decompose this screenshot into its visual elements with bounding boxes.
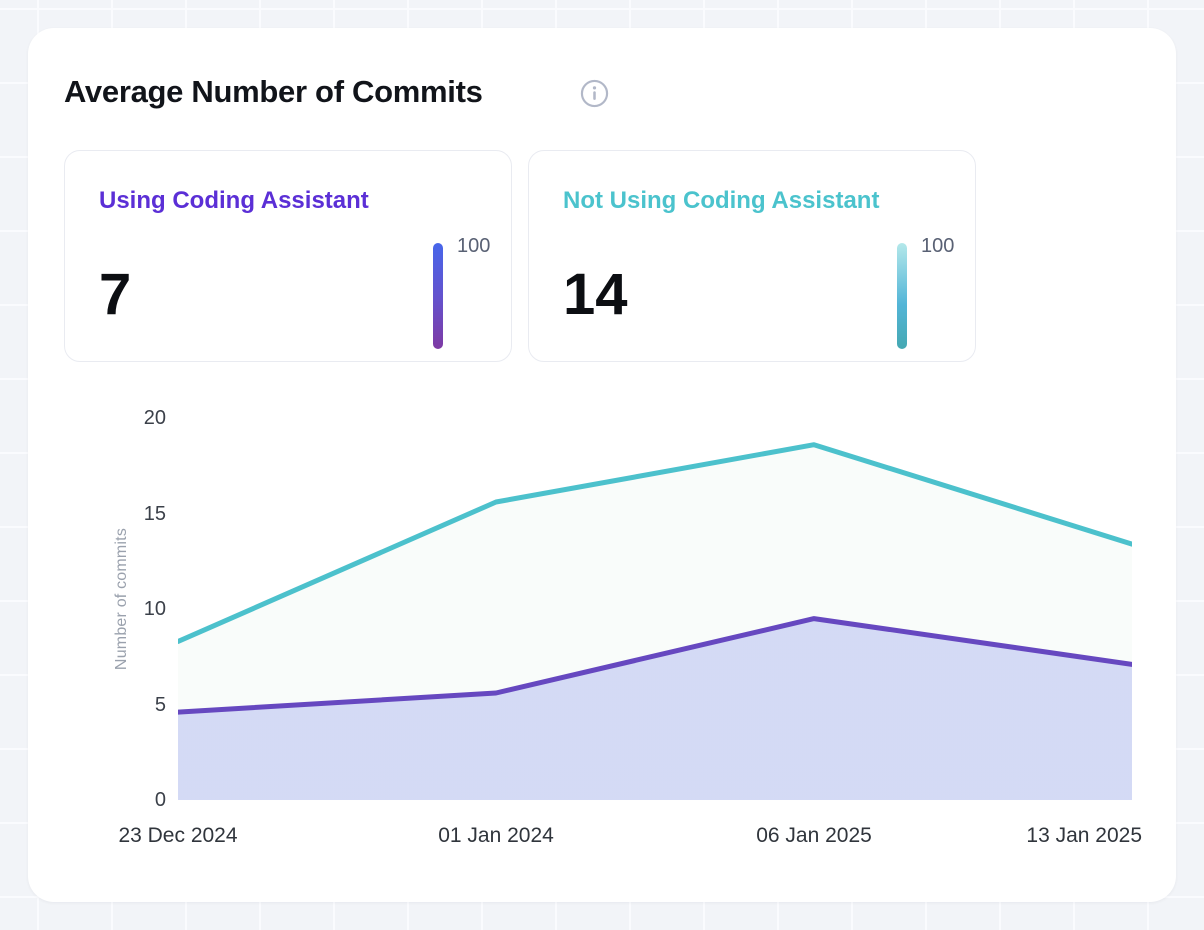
stat-scale-max: 100 (457, 235, 491, 257)
area-chart (175, 418, 1135, 800)
stat-card-not-using-assistant: Not Using Coding Assistant 14 100 (528, 150, 976, 362)
stat-label: Using Coding Assistant (99, 187, 369, 214)
stat-scale-bar (433, 243, 443, 349)
stat-label: Not Using Coding Assistant (563, 187, 880, 214)
chart-panel: Average Number of Commits Using Coding A… (28, 28, 1176, 902)
series-area-1 (178, 618, 1132, 800)
info-icon[interactable] (580, 79, 609, 108)
stat-scale-max: 100 (921, 235, 955, 257)
chart-plot-area (175, 442, 1135, 800)
page-title: Average Number of Commits (64, 74, 483, 109)
x-tick-label: 06 Jan 2025 (756, 824, 872, 847)
x-axis-ticks: 23 Dec 2024 01 Jan 2024 06 Jan 2025 13 Jan … (118, 822, 1142, 852)
series-line-0 (175, 442, 1135, 644)
stat-value: 14 (563, 262, 628, 327)
stat-scale-bar (897, 243, 907, 349)
x-tick-label: 01 Jan 2024 (438, 824, 554, 847)
y-tick-label: 20 (143, 407, 166, 429)
y-tick-label: 0 (154, 789, 166, 811)
x-tick-label: 23 Dec 2024 (118, 824, 238, 847)
y-tick-label: 10 (143, 598, 166, 620)
stat-card-using-assistant: Using Coding Assistant 7 100 (64, 150, 512, 362)
y-tick-label: 15 (143, 502, 166, 525)
y-axis-ticks: 0 5 10 15 20 (28, 407, 166, 811)
stat-value: 7 (99, 262, 132, 327)
x-tick-label: 13 Jan 2025 (1026, 824, 1142, 847)
series-line-1 (175, 616, 1135, 715)
y-tick-label: 5 (154, 693, 166, 716)
